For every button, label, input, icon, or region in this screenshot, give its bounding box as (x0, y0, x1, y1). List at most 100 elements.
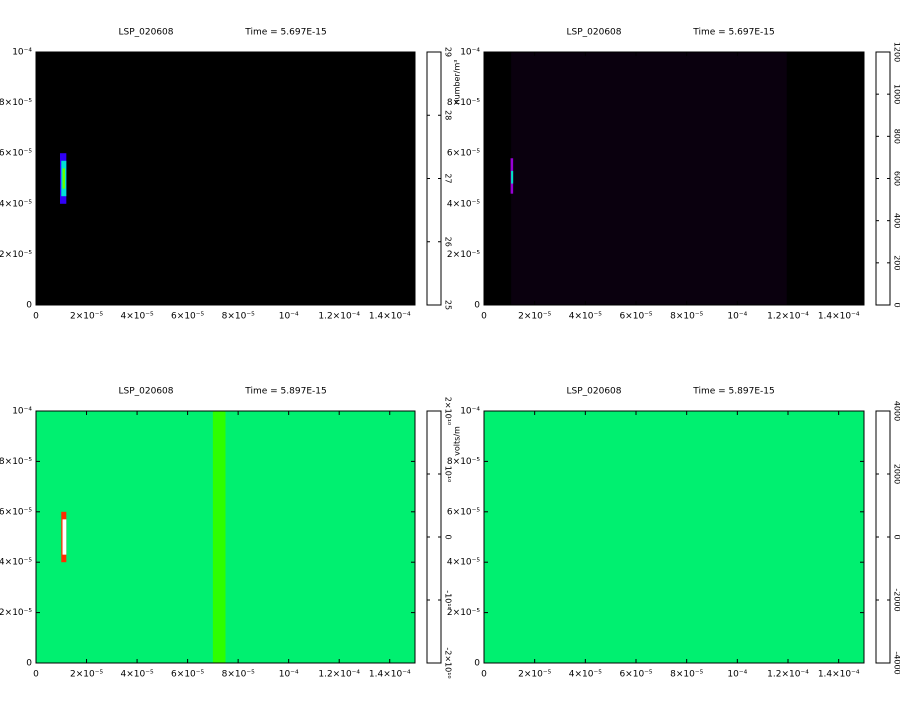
colorbar-tick-label: 1000 (893, 84, 900, 104)
colorbar-tick-label: 28 (444, 110, 453, 120)
x-tick-label: 6×10⁻⁵ (619, 312, 652, 322)
x-tick-label: 1.4×10⁻⁴ (818, 670, 860, 680)
y-tick-label: 8×10⁻⁵ (447, 98, 480, 108)
colorbar-tick-label: 25 (444, 300, 453, 310)
heatmap-cell (212, 411, 226, 663)
colorbar-tick-label: 4000 (893, 401, 900, 421)
x-tick-label: 1.4×10⁻⁴ (818, 312, 860, 322)
colorbar-tick-label: 1200 (893, 42, 900, 62)
colorbar-tick-label: -4000 (893, 651, 900, 674)
y-tick-label: 2×10⁻⁵ (0, 250, 32, 260)
y-tick-label: 6×10⁻⁵ (447, 507, 480, 517)
colorbar-tick-label: -2×10¹⁰ (444, 647, 453, 678)
y-tick-label: 2×10⁻⁵ (447, 608, 480, 618)
x-tick-label: 0 (481, 312, 487, 322)
heatmap-cell (62, 168, 66, 189)
heatmap-background (36, 52, 415, 305)
y-tick-label: 2×10⁻⁵ (0, 608, 32, 618)
y-tick-label: 10⁻⁴ (460, 48, 480, 58)
x-tick-label: 4×10⁻⁵ (121, 670, 154, 680)
heatmap-cell (511, 170, 514, 184)
x-tick-label: 8×10⁻⁵ (222, 312, 255, 322)
y-tick-label: 4×10⁻⁵ (447, 558, 480, 568)
colorbar-tick-label: 0 (893, 302, 900, 307)
y-tick-label: 8×10⁻⁵ (0, 98, 32, 108)
colorbar-tick-label: 600 (893, 171, 900, 186)
x-tick-label: 8×10⁻⁵ (670, 670, 703, 680)
plot-frame (483, 51, 865, 306)
y-tick-label: 4×10⁻⁵ (447, 199, 480, 209)
colorbar-tick-label: 2×10¹⁰ (444, 397, 453, 425)
x-tick-label: 2×10⁻⁵ (70, 670, 103, 680)
x-tick-label: 1.2×10⁻⁴ (318, 670, 360, 680)
y-tick-label: 2×10⁻⁵ (447, 250, 480, 260)
colorbar-tick-label: 800 (893, 129, 900, 144)
panel: LSP_020608 Time = 5.697E-15 0 2×10⁻⁵ 4×10⁻⁵ 6… (0, 28, 462, 322)
colorbar-tick-label: 26 (444, 237, 453, 247)
x-tick-label: 1.4×10⁻⁴ (369, 670, 411, 680)
colorbar-label: volts/m (453, 426, 462, 456)
x-tick-label: 10⁻⁴ (727, 312, 747, 322)
heatmap-background (484, 411, 864, 663)
x-tick-label: 6×10⁻⁵ (171, 670, 204, 680)
x-tick-label: 8×10⁻⁵ (222, 670, 255, 680)
x-tick-label: 10⁻⁴ (727, 670, 747, 680)
y-tick-label: 6×10⁻⁵ (0, 507, 32, 517)
y-tick-label: 0 (474, 659, 480, 669)
y-tick-label: 4×10⁻⁵ (0, 558, 32, 568)
plot-frame (35, 410, 416, 664)
y-tick-label: 8×10⁻⁵ (0, 457, 32, 467)
x-tick-label: 0 (481, 670, 487, 680)
x-tick-label: 2×10⁻⁵ (518, 312, 551, 322)
colorbar-tick-label: 200 (893, 255, 900, 270)
x-tick-label: 2×10⁻⁵ (70, 312, 103, 322)
x-tick-label: 10⁻⁴ (279, 312, 299, 322)
panel-title: LSP_020608 (566, 387, 621, 397)
y-tick-label: 10⁻⁴ (12, 48, 32, 58)
y-tick-label: 0 (26, 659, 32, 669)
colorbar-tick-label: 27 (444, 173, 453, 183)
colorbar-tick-label: 0 (444, 534, 453, 539)
x-tick-label: 1.4×10⁻⁴ (369, 312, 411, 322)
x-tick-label: 4×10⁻⁵ (121, 312, 154, 322)
colorbar-tick-label: 29 (444, 47, 453, 57)
panel-subtitle: Time = 5.897E-15 (244, 387, 326, 397)
y-tick-label: 8×10⁻⁵ (447, 457, 480, 467)
panel-title: LSP_020608 (566, 28, 621, 38)
colorbar-tick-label: 10¹⁰ (444, 466, 453, 483)
panel-title: LSP_020608 (118, 387, 173, 397)
colorbar-label: number/m³ (453, 60, 462, 105)
y-tick-label: 4×10⁻⁵ (0, 199, 32, 209)
panel: LSP_020608 Time = 5.897E-15 0 2×10⁻⁵ 4×10⁻⁵ 6… (447, 387, 900, 680)
x-tick-label: 6×10⁻⁵ (171, 312, 204, 322)
x-tick-label: 1.2×10⁻⁴ (318, 312, 360, 322)
y-tick-label: 10⁻⁴ (460, 407, 480, 417)
x-tick-label: 0 (33, 670, 39, 680)
x-tick-label: 10⁻⁴ (279, 670, 299, 680)
x-tick-label: 0 (33, 312, 39, 322)
y-tick-label: 0 (26, 301, 32, 311)
y-tick-label: 0 (474, 301, 480, 311)
y-tick-label: 10⁻⁴ (12, 407, 32, 417)
x-tick-label: 8×10⁻⁵ (670, 312, 703, 322)
x-tick-label: 4×10⁻⁵ (569, 312, 602, 322)
panel-subtitle: Time = 5.697E-15 (692, 28, 774, 38)
colorbar-tick-label: 0 (893, 534, 900, 539)
panel-subtitle: Time = 5.697E-15 (244, 28, 326, 38)
colorbar-tick-label: 2000 (893, 464, 900, 484)
y-tick-label: 6×10⁻⁵ (0, 149, 32, 159)
x-tick-label: 1.2×10⁻⁴ (767, 312, 809, 322)
panel-subtitle: Time = 5.897E-15 (692, 387, 774, 397)
x-tick-label: 4×10⁻⁵ (569, 670, 602, 680)
colorbar-tick-label: 400 (893, 213, 900, 228)
y-tick-label: 6×10⁻⁵ (447, 149, 480, 159)
colorbar-tick-label: -10¹⁰ (444, 590, 453, 609)
colorbar-tick-label: -2000 (893, 588, 900, 611)
plot-frame (483, 410, 865, 664)
x-tick-label: 6×10⁻⁵ (619, 670, 652, 680)
heatmap-cell (511, 52, 787, 305)
heatmap-cell (62, 519, 67, 555)
x-tick-label: 1.2×10⁻⁴ (767, 670, 809, 680)
x-tick-label: 2×10⁻⁵ (518, 670, 551, 680)
